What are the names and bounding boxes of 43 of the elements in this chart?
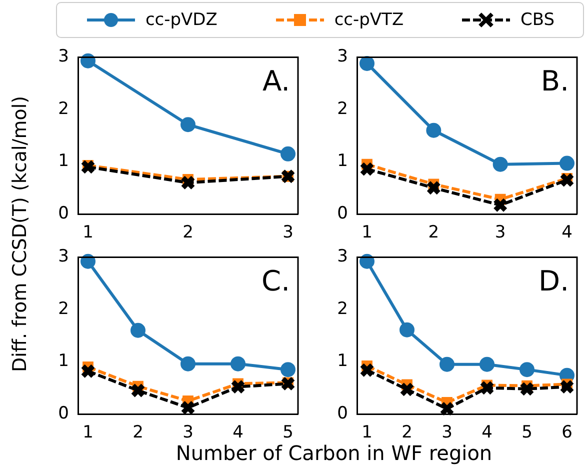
x-tick-label: 5: [282, 422, 294, 443]
y-tick-label: 1: [58, 351, 69, 372]
y-tick-label: 2: [58, 98, 69, 119]
legend-label: cc-pVDZ: [145, 10, 218, 30]
x-tick-label: 4: [232, 422, 244, 443]
x-tick-label: 5: [522, 422, 532, 443]
y-tick-label: 0: [337, 403, 348, 424]
annotation: B.: [540, 64, 569, 98]
x-tick-label: 1: [362, 222, 372, 243]
x-tick-label: 1: [82, 222, 94, 243]
y-tick-label: 1: [337, 151, 348, 172]
x-tick-label: 1: [82, 422, 94, 443]
y-tick-label: 0: [337, 203, 348, 224]
y-tick-label: 3: [58, 246, 69, 267]
legend-label: cc-pVTZ: [334, 10, 404, 30]
y-tick-label: 2: [337, 298, 348, 319]
y-tick-label: 1: [337, 351, 348, 372]
x-tick-label: 4: [562, 222, 572, 243]
annotation: C.: [262, 264, 290, 298]
x-tick-label: 3: [494, 222, 506, 243]
y-tick-label: 3: [58, 46, 69, 67]
y-tick-label: 0: [58, 403, 69, 424]
y-tick-label: 2: [337, 98, 348, 119]
x-tick-label: 2: [132, 422, 144, 443]
y-tick-label: 2: [58, 298, 69, 319]
y-axis-title: Diff. from CCSD(T) (kcal/mol): [9, 96, 31, 372]
x-tick-label: 3: [442, 422, 452, 443]
annotation: A.: [262, 64, 290, 98]
y-tick-label: 3: [337, 46, 348, 67]
x-tick-label: 3: [282, 222, 294, 243]
annotation: D.: [538, 264, 569, 298]
x-tick-label: 2: [428, 222, 440, 243]
x-tick-label: 1: [362, 422, 372, 443]
x-tick-label: 6: [562, 422, 572, 443]
x-tick-label: 3: [182, 422, 194, 443]
y-tick-label: 1: [58, 151, 69, 172]
x-axis-title: Number of Carbon in WF region: [176, 441, 492, 465]
y-tick-label: 0: [58, 203, 69, 224]
x-tick-label: 2: [402, 422, 412, 443]
y-tick-label: 3: [337, 246, 348, 267]
x-tick-label: 4: [482, 422, 492, 443]
legend-label: CBS: [520, 10, 555, 30]
x-tick-label: 2: [182, 222, 194, 243]
